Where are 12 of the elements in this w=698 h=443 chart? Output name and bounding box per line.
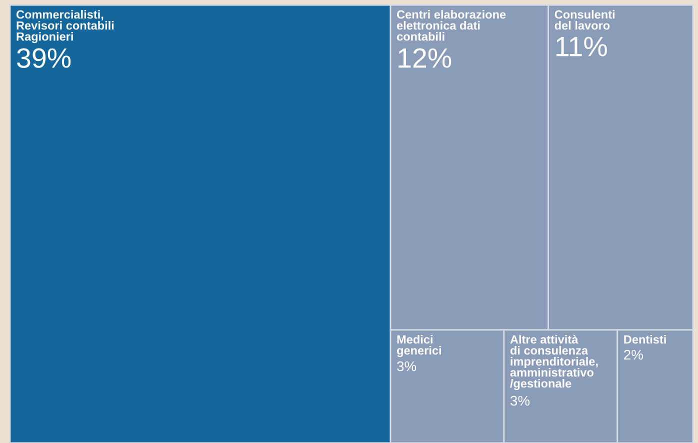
data-label: 2%: [624, 350, 643, 360]
category-label: Dentisti: [624, 334, 666, 344]
category-label: Commercialisti, Revisori contabili Ragionieri: [16, 10, 114, 44]
data-label: 3%: [397, 361, 416, 372]
category-label: Altre attività di consulenza imprenditoriale, amministrativo /gestionale: [510, 334, 598, 390]
category-label: Centri elaborazione elettronica dati contabili: [396, 10, 506, 41]
category-label: Consulenti del lavoro: [554, 10, 614, 30]
data-label: 39%: [17, 48, 71, 68]
category-label: Medici generici: [397, 334, 441, 358]
data-label: 3%: [510, 396, 530, 406]
data-label: 11%: [556, 36, 607, 56]
data-label: 12%: [398, 48, 452, 68]
